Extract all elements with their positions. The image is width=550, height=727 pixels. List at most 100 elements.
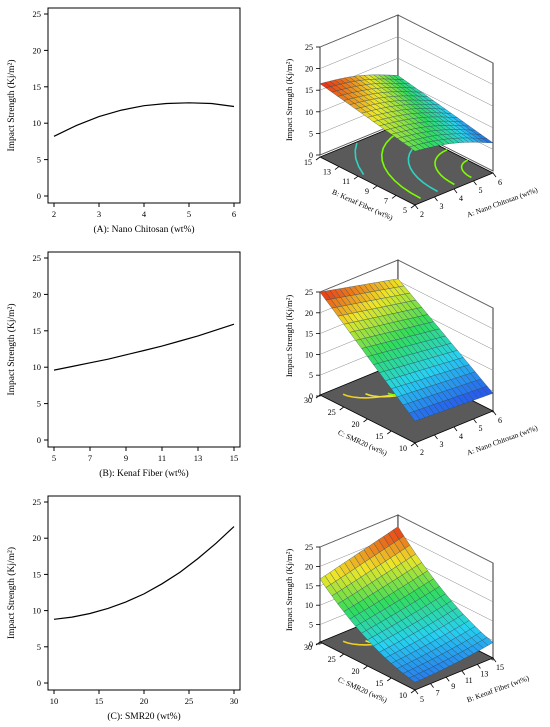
- x-tick-label: 3: [440, 440, 444, 449]
- surface-cell: [408, 675, 421, 683]
- surface-cell: [408, 145, 421, 152]
- z-tick-label: 10: [305, 601, 313, 610]
- y-tick: [410, 204, 416, 209]
- y-tick: [410, 689, 416, 694]
- x-tick-label: 5: [420, 695, 424, 704]
- z-tick-label: 20: [305, 65, 313, 74]
- x-axis-label: (B): Kenaf Fiber (wt%): [99, 468, 188, 479]
- y-tick: [387, 677, 392, 682]
- x-tick-label: 2: [420, 448, 424, 457]
- y-tick-label: 15: [33, 326, 42, 336]
- z-tick-label: 5: [309, 371, 313, 380]
- x-tick-label: 5: [52, 453, 56, 463]
- y-tick-label: 15: [33, 569, 42, 579]
- y-tick-label: 25: [328, 408, 336, 417]
- x-tick-label: 15: [230, 453, 239, 463]
- z-tick-label: 0: [309, 151, 313, 160]
- z-axis-label: Impact Strength (Kj/m²): [284, 549, 294, 632]
- x-tick: [445, 676, 450, 682]
- plot-frame: [47, 251, 241, 448]
- y-tick: [315, 394, 321, 399]
- contour-line: [380, 128, 421, 199]
- x-tick-label: 6: [498, 416, 502, 425]
- x-axis-label: B: Kenaf Fiber (wt%): [466, 673, 531, 704]
- y-tick-label: 10: [33, 362, 42, 372]
- x-tick: [434, 434, 438, 440]
- x-tick-label: 4: [459, 194, 463, 203]
- z-tick-label: 10: [305, 350, 313, 359]
- contour-line: [354, 142, 365, 176]
- y-tick-label: 15: [375, 679, 383, 688]
- contour-line: [434, 149, 455, 186]
- y-tick-label: 5: [37, 155, 41, 165]
- x-tick: [430, 683, 434, 688]
- x-tick-label: 2: [52, 209, 56, 219]
- y-tick: [391, 195, 397, 199]
- x-tick-label: 15: [95, 696, 104, 706]
- x-tick: [434, 196, 438, 202]
- y-axis-label: Impact Strength (Kj/m²): [6, 547, 17, 639]
- y-tick-label: 0: [37, 191, 41, 201]
- x-tick: [414, 689, 419, 695]
- y-tick: [387, 430, 392, 435]
- z-tick-label: 15: [305, 582, 313, 591]
- z-gridline: [319, 36, 494, 85]
- z-axis-label: Impact Strength (Kj/m²): [284, 59, 294, 142]
- x-tick: [414, 204, 419, 210]
- line-chart-a: 0 5 10 15 20 25 2 3 4 5 6 (A): Nano Chitosan (wt%) I…: [6, 7, 241, 235]
- y-tick: [363, 665, 368, 670]
- x-tick: [492, 172, 497, 178]
- y-tick: [339, 406, 344, 411]
- surface-chart-e: 0 5 10 15 20 25 2 3 4 5 6 10 15 20 25 30 A: Nano Chitosa…: [284, 259, 539, 458]
- y-tick-label: 10: [399, 444, 407, 453]
- series-line: [53, 102, 235, 137]
- z-tick-label: 5: [309, 129, 313, 138]
- y-tick: [315, 641, 321, 646]
- y-tick: [353, 175, 359, 180]
- z-axis-label: Impact Strength (Kj/m²): [284, 295, 294, 378]
- x-tick: [453, 188, 458, 194]
- series-line: [53, 526, 235, 620]
- y-tick-label: 5: [37, 642, 41, 652]
- y-tick-label: 20: [33, 289, 42, 299]
- y-tick: [339, 653, 344, 658]
- x-tick-label: 25: [185, 696, 194, 706]
- y-tick-label: 20: [33, 533, 42, 543]
- z-gridline: [319, 514, 494, 564]
- x-tick-label: 30: [230, 696, 239, 706]
- x-tick-label: 4: [459, 432, 463, 441]
- y-tick-label: 25: [33, 9, 42, 19]
- y-tick-label: 0: [37, 435, 41, 445]
- y-tick-label: 5: [403, 206, 407, 215]
- y-tick: [410, 442, 416, 447]
- y-tick-label: 20: [33, 45, 42, 55]
- x-tick: [461, 670, 466, 676]
- x-tick-label: 11: [158, 453, 166, 463]
- y-tick-label: 25: [33, 253, 42, 263]
- y-tick-label: 20: [352, 667, 360, 676]
- x-tick-label: 15: [496, 663, 504, 672]
- x-tick: [473, 418, 477, 424]
- x-tick-label: 7: [88, 453, 92, 463]
- z-tick-label: 20: [305, 562, 313, 571]
- x-tick: [414, 442, 419, 448]
- x-tick-label: 4: [142, 209, 147, 219]
- x-tick-label: 5: [479, 424, 483, 433]
- y-tick-label: 0: [37, 678, 41, 688]
- y-axis-label: Impact Strength (Kj/m²): [6, 59, 17, 151]
- x-axis-label: (A): Nano Chitosan (wt%): [93, 224, 194, 235]
- z-tick-label: 0: [309, 640, 313, 649]
- x-axis-label: A: Nano Chitosan (wt%): [466, 185, 540, 219]
- x-tick-label: 3: [440, 202, 444, 211]
- z-tick-label: 5: [309, 621, 313, 630]
- x-tick-label: 9: [124, 453, 128, 463]
- x-axis-label: (C): SMR20 (wt%): [107, 711, 180, 722]
- z-tick-label: 25: [305, 288, 313, 297]
- y-tick-label: 9: [365, 187, 369, 196]
- z-tick-label: 20: [305, 309, 313, 318]
- y-tick: [372, 185, 378, 190]
- x-tick-label: 9: [451, 682, 455, 691]
- x-tick: [473, 180, 477, 186]
- x-tick-label: 5: [479, 186, 483, 195]
